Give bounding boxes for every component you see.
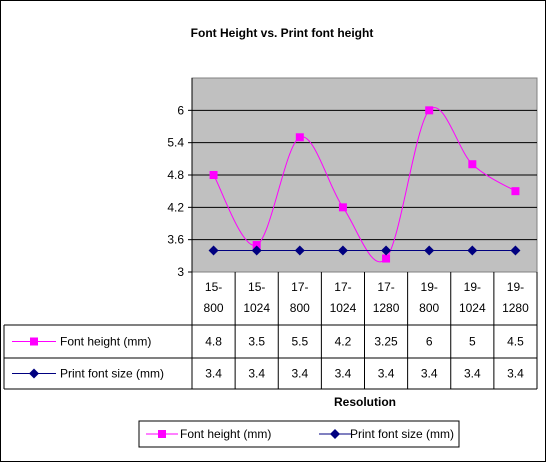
table-value: 3.4 — [291, 367, 308, 381]
data-table: 15- 800 15- 1024 17- 800 17- 1024 17- 1280 19- 800 1… — [3, 272, 538, 390]
table-value: 3.4 — [421, 367, 438, 381]
table-series-name: Font height (mm) — [60, 335, 151, 349]
x-category-label: 19- — [421, 280, 438, 294]
series-2-point — [337, 245, 348, 256]
x-category-label: 19- — [464, 280, 481, 294]
x-category-label: 800 — [204, 301, 224, 315]
table-legend-key-marker — [29, 368, 39, 379]
table-value: 3.4 — [378, 367, 395, 381]
x-category-label: 17- — [377, 280, 394, 294]
table-value: 5.5 — [291, 335, 308, 349]
y-tick-label: 5.4 — [167, 136, 184, 150]
x-category-label: 19- — [507, 280, 524, 294]
x-category-label: 800 — [290, 301, 310, 315]
x-category-label: 800 — [419, 301, 439, 315]
legend-label: Print font size (mm) — [350, 427, 454, 441]
table-value: 3.4 — [248, 367, 265, 381]
y-tick-label: 4.2 — [167, 200, 184, 214]
table-value: 4.8 — [205, 335, 222, 349]
y-tick-label: 3 — [177, 265, 184, 279]
table-value: 3.4 — [507, 367, 524, 381]
table-value: 3.4 — [335, 367, 352, 381]
y-tick-label: 4.8 — [167, 168, 184, 182]
series-2-point — [294, 245, 305, 256]
series-1-point — [382, 254, 391, 263]
series-1-point — [338, 203, 347, 212]
series-2-point — [251, 245, 262, 256]
x-category-label: 17- — [291, 280, 308, 294]
table-value: 3.25 — [374, 335, 398, 349]
x-category-label: 15- — [205, 280, 222, 294]
legend-box — [138, 420, 460, 448]
table-value: 5 — [469, 335, 476, 349]
x-category-label: 1024 — [243, 301, 270, 315]
legend-label: Font height (mm) — [180, 427, 271, 441]
legend-key-marker — [330, 429, 340, 439]
x-category-label: 17- — [334, 280, 351, 294]
y-tick-label: 6 — [177, 103, 184, 117]
table-legend-key-marker — [30, 337, 38, 346]
table-value: 3.4 — [464, 367, 481, 381]
series-1-point — [252, 241, 261, 250]
plot-area: 3 3.6 4.2 4.8 5.4 6 — [167, 77, 538, 279]
chart-title: Font Height vs. Print font height — [191, 26, 374, 40]
x-category-label: 1024 — [330, 301, 357, 315]
x-axis-title: Resolution — [334, 395, 396, 409]
series-1-point — [425, 106, 434, 115]
x-category-label: 1280 — [502, 301, 529, 315]
x-category-label: 15- — [248, 280, 265, 294]
series-2-point — [424, 245, 435, 256]
series-2-point — [381, 245, 392, 256]
y-tick-label: 3.6 — [167, 233, 184, 247]
series-line-1 — [213, 107, 516, 263]
table-value: 4.5 — [507, 335, 524, 349]
series-2-point — [208, 245, 219, 256]
series-1-point — [511, 187, 520, 196]
legend-key-marker — [158, 430, 166, 438]
table-value: 3.4 — [205, 367, 222, 381]
legend: Font height (mm) Print font size (mm) — [138, 420, 460, 448]
series-2-point — [467, 245, 478, 256]
series-1-point — [209, 171, 218, 179]
table-series-name: Print font size (mm) — [60, 367, 164, 381]
table-value: 4.2 — [335, 335, 352, 349]
series-1-point — [468, 160, 477, 169]
series-2-point — [510, 245, 521, 256]
table-value: 3.5 — [248, 335, 265, 349]
table-value: 6 — [426, 335, 433, 349]
x-category-label: 1280 — [373, 301, 400, 315]
series-1-point — [295, 133, 304, 142]
x-category-label: 1024 — [459, 301, 486, 315]
